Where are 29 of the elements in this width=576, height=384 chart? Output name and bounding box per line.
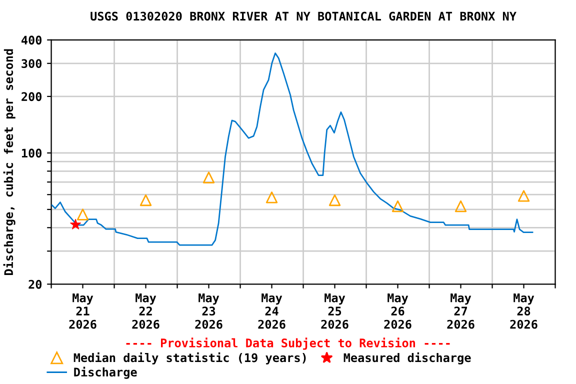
chart-title: USGS 01302020 BRONX RIVER AT NY BOTANICAL GARDEN AT BRONX NY (90, 12, 516, 21)
legend-label: Measured discharge (344, 352, 471, 364)
text: ---- Provisional Data Subject to Revision ---- (126, 338, 450, 350)
point (328, 194, 341, 206)
y-axis-title: Discharge, cubic feet per second (3, 49, 16, 275)
point (392, 200, 404, 212)
point (140, 194, 152, 206)
x-tick-label: May 21 2026 (69, 294, 96, 329)
x-tick-label: May 27 2026 (447, 294, 474, 329)
x-tick-label: May 22 2026 (132, 294, 160, 329)
legend-label: Discharge (74, 366, 137, 379)
legend-label: Median daily statistic (19 years) (74, 352, 306, 364)
x-tick-label: May 26 2026 (384, 294, 412, 329)
point (518, 190, 530, 202)
y-tick-label: 400 (22, 36, 42, 45)
y-tick-label: 20 (28, 280, 42, 289)
point (454, 200, 467, 212)
point (202, 172, 215, 184)
x-tick-label: May 24 2026 (258, 294, 286, 329)
x-tick-label: May 25 2026 (321, 294, 348, 329)
y-tick-label: 100 (22, 148, 42, 158)
y-tick-label: 300 (22, 59, 42, 68)
y-tick-label: 200 (22, 92, 42, 102)
point (76, 208, 89, 220)
line-series (51, 52, 534, 246)
point (70, 218, 82, 230)
x-tick-label: May 23 2026 (195, 294, 222, 329)
x-tick-label: May 28 2026 (510, 294, 538, 329)
point (266, 192, 278, 204)
